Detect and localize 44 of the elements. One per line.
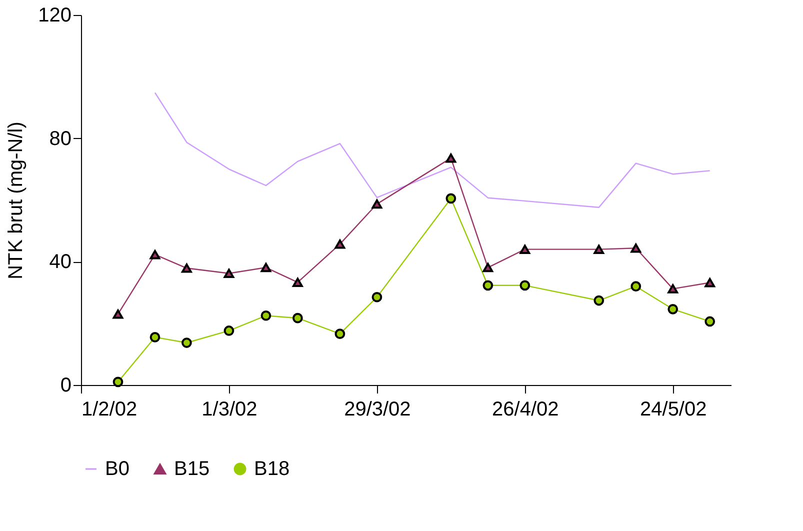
x-tick-label: 24/5/02 [640, 398, 707, 420]
point [182, 338, 192, 348]
point [150, 250, 160, 260]
point [224, 268, 234, 278]
y-tick-label: 120 [38, 4, 72, 26]
point [594, 244, 604, 254]
point [482, 262, 494, 272]
legend-label: B18 [254, 458, 290, 480]
point [704, 316, 716, 327]
point [372, 199, 382, 209]
legend-label: B0 [105, 458, 130, 480]
point [446, 193, 456, 204]
point [594, 295, 604, 306]
point [112, 376, 124, 388]
point [334, 239, 346, 249]
y-tick-label: 40 [49, 251, 72, 274]
point [482, 280, 494, 291]
y-tick-label: 0 [60, 374, 72, 396]
legend-label: B15 [174, 458, 210, 480]
point [112, 309, 124, 319]
x-tick-label: 1/2/02 [82, 398, 138, 420]
point [224, 326, 234, 336]
point [334, 328, 346, 339]
point [260, 262, 272, 272]
point [668, 304, 678, 314]
x-tick-label: 29/3/02 [344, 398, 411, 420]
point [260, 310, 272, 321]
y-tick-label: 80 [49, 128, 72, 150]
x-tick-label: 26/4/02 [492, 398, 559, 420]
point [630, 243, 642, 253]
point [520, 280, 530, 291]
point [520, 244, 530, 254]
y-axis-title: NTK brut (mg-N/l) [5, 122, 28, 280]
point [150, 332, 160, 342]
point [182, 264, 192, 273]
x-tick-label: 1/3/02 [202, 398, 258, 420]
point [372, 292, 382, 302]
point [630, 281, 642, 292]
point [292, 278, 303, 287]
point [668, 284, 678, 294]
line-series [154, 92, 710, 208]
point [292, 312, 303, 324]
point [446, 153, 456, 163]
point [704, 278, 716, 288]
